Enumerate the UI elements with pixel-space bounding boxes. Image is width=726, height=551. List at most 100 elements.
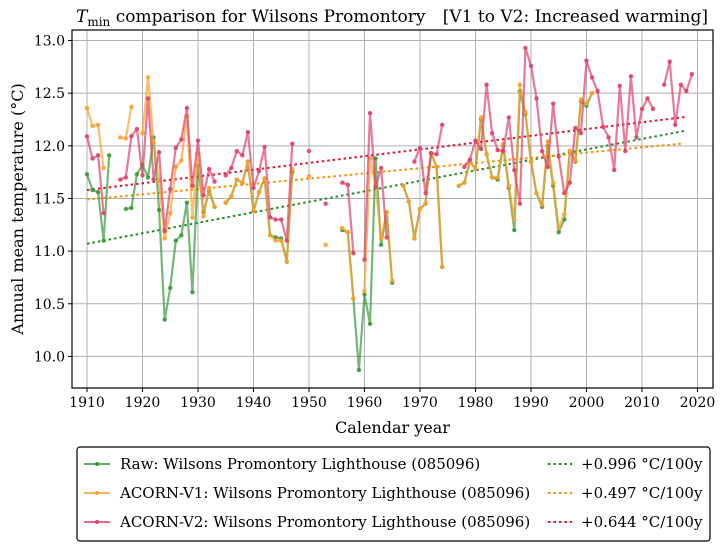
data-point [273,238,278,243]
data-point [134,126,140,132]
data-point [173,164,178,170]
data-point [678,82,684,87]
data-point [562,212,567,217]
data-point [229,165,234,171]
series-line [463,46,655,205]
legend-swatch-marker [95,462,99,466]
legend-label: Raw: Wilsons Promontory Lighthouse (0850… [120,455,480,473]
data-point [251,185,256,191]
x-tick-label: 1950 [291,395,327,411]
series-lines [84,45,695,373]
data-point [495,175,500,180]
data-point [134,172,140,177]
data-point [256,168,262,174]
y-tick-label: 11.0 [34,244,65,260]
data-point [145,75,151,80]
data-point [206,166,212,172]
data-point [162,236,167,241]
data-point [323,242,328,247]
x-axis-label: Calendar year [335,418,450,437]
data-point [262,176,267,181]
data-point [251,208,256,214]
data-point [495,147,500,153]
legend: Raw: Wilsons Promontory Lighthouse (0850… [76,446,711,542]
x-axis-ticks: 1910 1920 1930 1940 1950 1960 1970 1980 1990 2000… [69,388,715,411]
data-point [279,238,284,243]
data-point [423,191,428,196]
data-point [168,186,173,192]
data-point [84,172,90,177]
series-line [413,124,444,195]
legend-trend-label: +0.996 °C/100y [581,455,703,473]
y-axis-ticks: 10.0 10.5 11.0 11.5 12.0 12.5 13.0 [34,34,72,365]
data-point [506,183,511,189]
data-point [628,74,634,79]
data-point [162,317,167,322]
data-point [273,217,278,222]
data-point [140,173,145,178]
legend-trend-label: +0.497 °C/100y [581,484,703,502]
legend-box [76,446,711,542]
data-point [489,175,495,180]
trend-line [86,142,681,201]
data-point [417,206,423,212]
data-point [195,138,201,143]
data-point [201,214,206,219]
legend-swatch-marker [95,491,99,495]
y-axis-label: Annual mean temperature (°C) [8,83,27,335]
data-point [689,72,695,77]
data-point [162,228,167,234]
data-point [118,135,123,140]
data-point [234,177,240,182]
data-point [145,175,151,180]
data-point [345,229,351,235]
y-tick-label: 12.0 [34,139,65,155]
data-point [90,187,95,193]
data-point [589,90,595,96]
legend-label: ACORN-V1: Wilsons Promontory Lighthouse … [119,484,530,502]
data-point [201,193,206,198]
y-tick-label: 13.0 [34,34,65,50]
data-point [584,58,589,63]
data-point [151,177,156,182]
data-point [512,217,517,222]
data-point [550,180,556,185]
legend-trend-label: +0.644 °C/100y [581,513,703,531]
y-tick-label: 10.5 [34,297,65,313]
data-point [267,233,273,238]
data-point [367,321,373,326]
data-point [534,191,539,196]
data-point [612,167,617,173]
y-tick-label: 10.0 [34,349,65,365]
data-point [95,122,101,127]
data-point [129,134,134,139]
data-point [539,202,545,207]
data-point [234,148,240,154]
data-point [506,115,511,120]
data-point [279,217,284,222]
data-point [684,88,689,94]
data-point [606,135,611,140]
x-tick-label: 1960 [347,395,383,411]
data-point [362,288,367,294]
data-point [623,148,628,154]
data-point [567,148,573,154]
data-point [661,82,667,87]
data-point [523,109,528,115]
data-point [556,225,561,231]
data-point [501,148,506,154]
data-point [123,136,129,141]
data-point [412,159,417,164]
series-line [402,152,444,267]
x-tick-label: 1970 [402,395,438,411]
title-subscript: min [87,15,110,29]
title-bracket: [V1 to V2: Increased warming] [443,7,708,27]
trend-lines [86,115,687,245]
series-line [85,136,105,214]
x-tick-label: 1990 [513,395,549,411]
data-point [84,105,90,111]
data-point [412,236,417,241]
data-point [223,173,228,178]
data-point [428,150,434,156]
data-point [406,199,412,204]
